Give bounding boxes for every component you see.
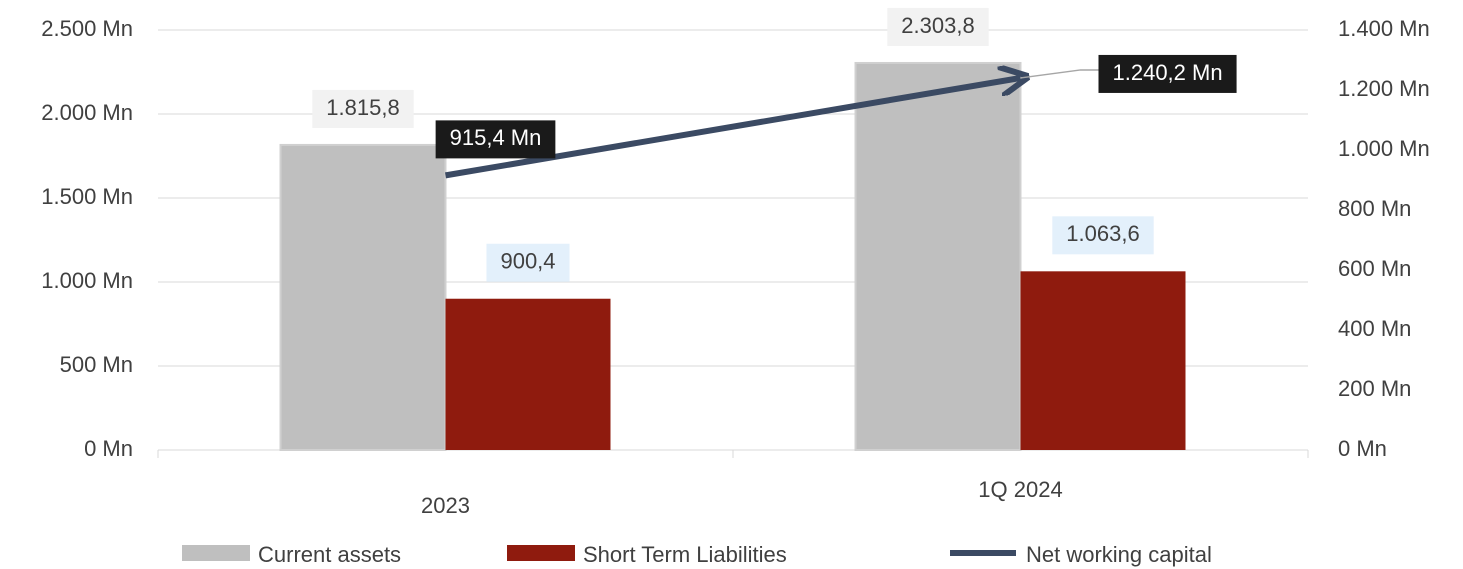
bar [445,298,611,450]
leader-line [1020,69,1099,79]
data-label-box [1052,216,1154,255]
y2-tick-label: 1.000 Mn [1338,136,1430,161]
legend-swatch [182,545,250,561]
data-label-box [312,89,414,128]
y2-tick-label: 800 Mn [1338,196,1411,221]
legend-label: Short Term Liabilities [583,542,787,567]
line-label: 915,4 Mn [450,125,542,150]
legend-swatch [507,545,575,561]
data-label-box [486,243,570,282]
y-tick-label: 1.500 Mn [41,184,133,209]
y2-tick-label: 0 Mn [1338,436,1387,461]
line-label-box [435,120,556,159]
bar [279,143,447,452]
data-label: 2.303,8 [901,13,974,38]
line-label-group: 915,4 Mn [435,120,556,159]
y2-tick-label: 1.200 Mn [1338,76,1430,101]
bar [1020,271,1186,450]
x-tick-label: 2023 [421,493,470,518]
y2-tick-label: 200 Mn [1338,376,1411,401]
legend-label: Current assets [258,542,401,567]
y-tick-label: 2.500 Mn [41,16,133,41]
data-label-group: 2.303,8 [887,7,989,46]
legend-label: Net working capital [1026,542,1212,567]
y2-tick-label: 400 Mn [1338,316,1411,341]
y-tick-label: 0 Mn [84,436,133,461]
y2-tick-label: 600 Mn [1338,256,1411,281]
data-label-box [887,7,989,46]
data-label: 1.063,6 [1066,221,1139,246]
data-label-group: 900,4 [486,243,570,282]
data-label-group: 1.063,6 [1052,216,1154,255]
y-tick-label: 500 Mn [60,352,133,377]
data-label: 1.815,8 [326,95,399,120]
y-tick-label: 2.000 Mn [41,100,133,125]
bar [854,61,1022,451]
x-tick-label: 1Q 2024 [978,477,1062,502]
y-tick-label: 1.000 Mn [41,268,133,293]
y2-tick-label: 1.400 Mn [1338,16,1430,41]
data-label-group: 1.815,8 [312,89,414,128]
line-label-group: 1.240,2 Mn [1098,54,1237,93]
line-label: 1.240,2 Mn [1113,60,1223,85]
line [444,78,1021,179]
data-label: 900,4 [500,249,555,274]
line-label-box [1098,54,1237,93]
